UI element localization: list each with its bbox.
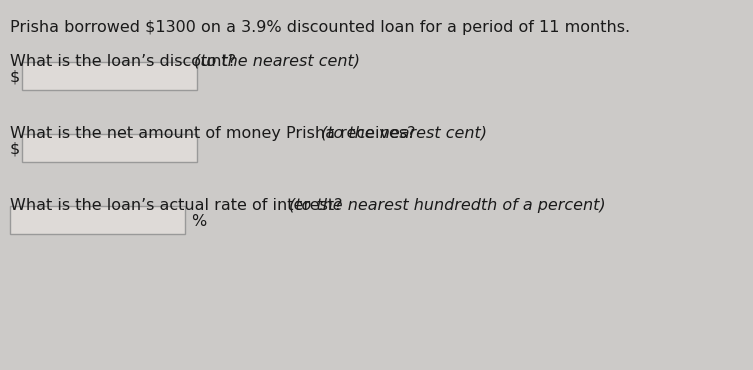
FancyBboxPatch shape <box>10 206 185 234</box>
Text: (to the nearest hundredth of a percent): (to the nearest hundredth of a percent) <box>289 198 606 213</box>
FancyBboxPatch shape <box>22 62 197 90</box>
Text: (to the nearest cent): (to the nearest cent) <box>321 126 487 141</box>
Text: $: $ <box>10 70 20 84</box>
Text: What is the loan’s actual rate of interest?: What is the loan’s actual rate of intere… <box>10 198 348 213</box>
Text: What is the net amount of money Prisha receives?: What is the net amount of money Prisha r… <box>10 126 421 141</box>
Text: %: % <box>191 213 206 229</box>
FancyBboxPatch shape <box>22 134 197 162</box>
Text: $: $ <box>10 141 20 157</box>
Text: What is the loan’s discount?: What is the loan’s discount? <box>10 54 241 69</box>
Text: Prisha borrowed $1300 on a 3.9% discounted loan for a period of 11 months.: Prisha borrowed $1300 on a 3.9% discount… <box>10 20 630 35</box>
Text: (to the nearest cent): (to the nearest cent) <box>194 54 360 69</box>
